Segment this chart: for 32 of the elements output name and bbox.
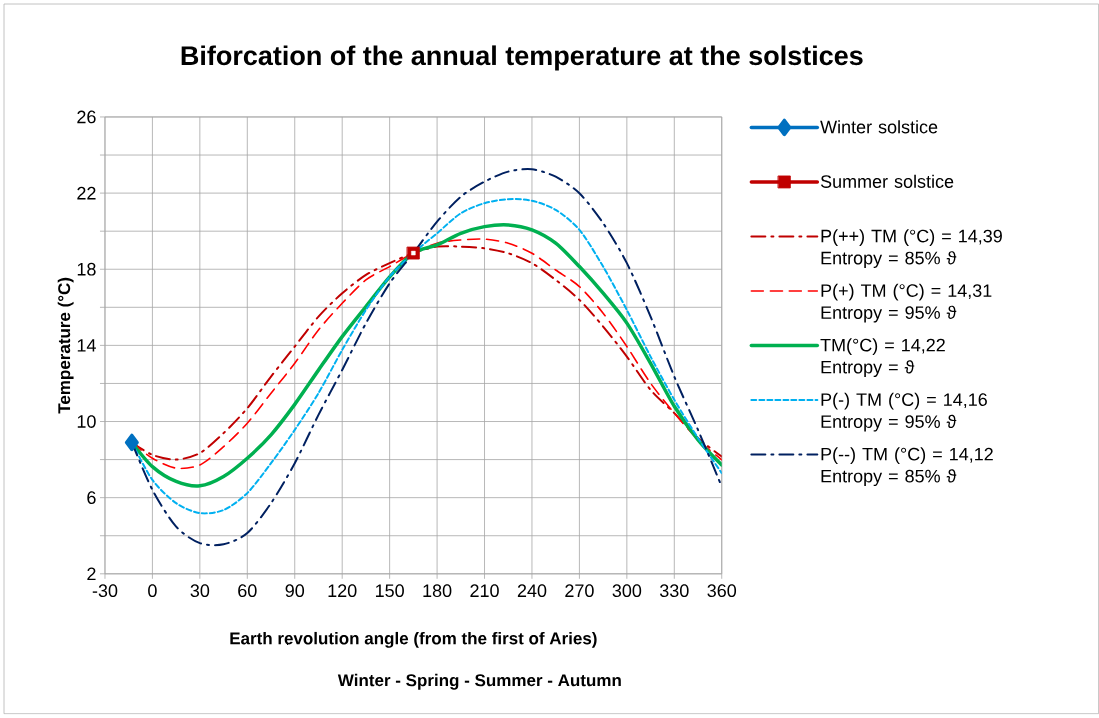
y-tick-label: 18	[77, 262, 96, 276]
y-tick-label: 22	[77, 186, 96, 200]
x-tick-label: 180	[423, 584, 452, 598]
legend-label: P(-) TM (°C) = 14,16 Entropy = 95% ϑ	[821, 392, 987, 432]
x-tick-label: 60	[238, 584, 257, 598]
legend-label: P(--) TM (°C) = 14,12 Entropy = 85% ϑ	[821, 447, 993, 487]
x-tick-label: 300	[612, 584, 642, 598]
y-tick-label: 6	[87, 491, 96, 505]
x-tick-label: 150	[375, 584, 404, 598]
x-tick-label: 90	[285, 584, 305, 598]
x-tick-label: 120	[328, 584, 357, 598]
legend-label: Winter solstice	[820, 120, 938, 134]
x-tick-label: 270	[565, 584, 594, 598]
x-axis-title: Earth revolution angle (from the first of Aries)	[230, 632, 597, 648]
chart-title: Biforcation of the annual temperature at the solstices	[181, 45, 863, 71]
x-tick-label: -30	[92, 584, 118, 598]
legend-label: Summer solstice	[820, 174, 954, 189]
x-tick-label: 210	[470, 584, 499, 598]
legend-label: P(+) TM (°C) = 14,31 Entropy = 95% ϑ	[821, 283, 992, 323]
y-tick-label: 26	[77, 110, 96, 124]
y-tick-label: 2	[87, 567, 96, 581]
y-tick-label: 14	[77, 339, 96, 352]
y-tick-label: 10	[77, 415, 96, 429]
x-tick-label: 240	[517, 584, 547, 598]
x-tick-label: 360	[707, 584, 737, 598]
legend-label: TM(°C) = 14,22 Entropy = ϑ	[820, 338, 945, 378]
legend-label: P(++) TM (°C) = 14,39 Entropy = 85% ϑ	[821, 229, 1002, 269]
x-tick-label: 0	[148, 584, 157, 598]
x-tick-label: 330	[659, 584, 689, 598]
text: Winter - Spring - Summer - Autumn	[337, 673, 621, 690]
y-axis-title: Temperature (°C)	[57, 277, 74, 414]
x-tick-label: 30	[190, 584, 210, 598]
